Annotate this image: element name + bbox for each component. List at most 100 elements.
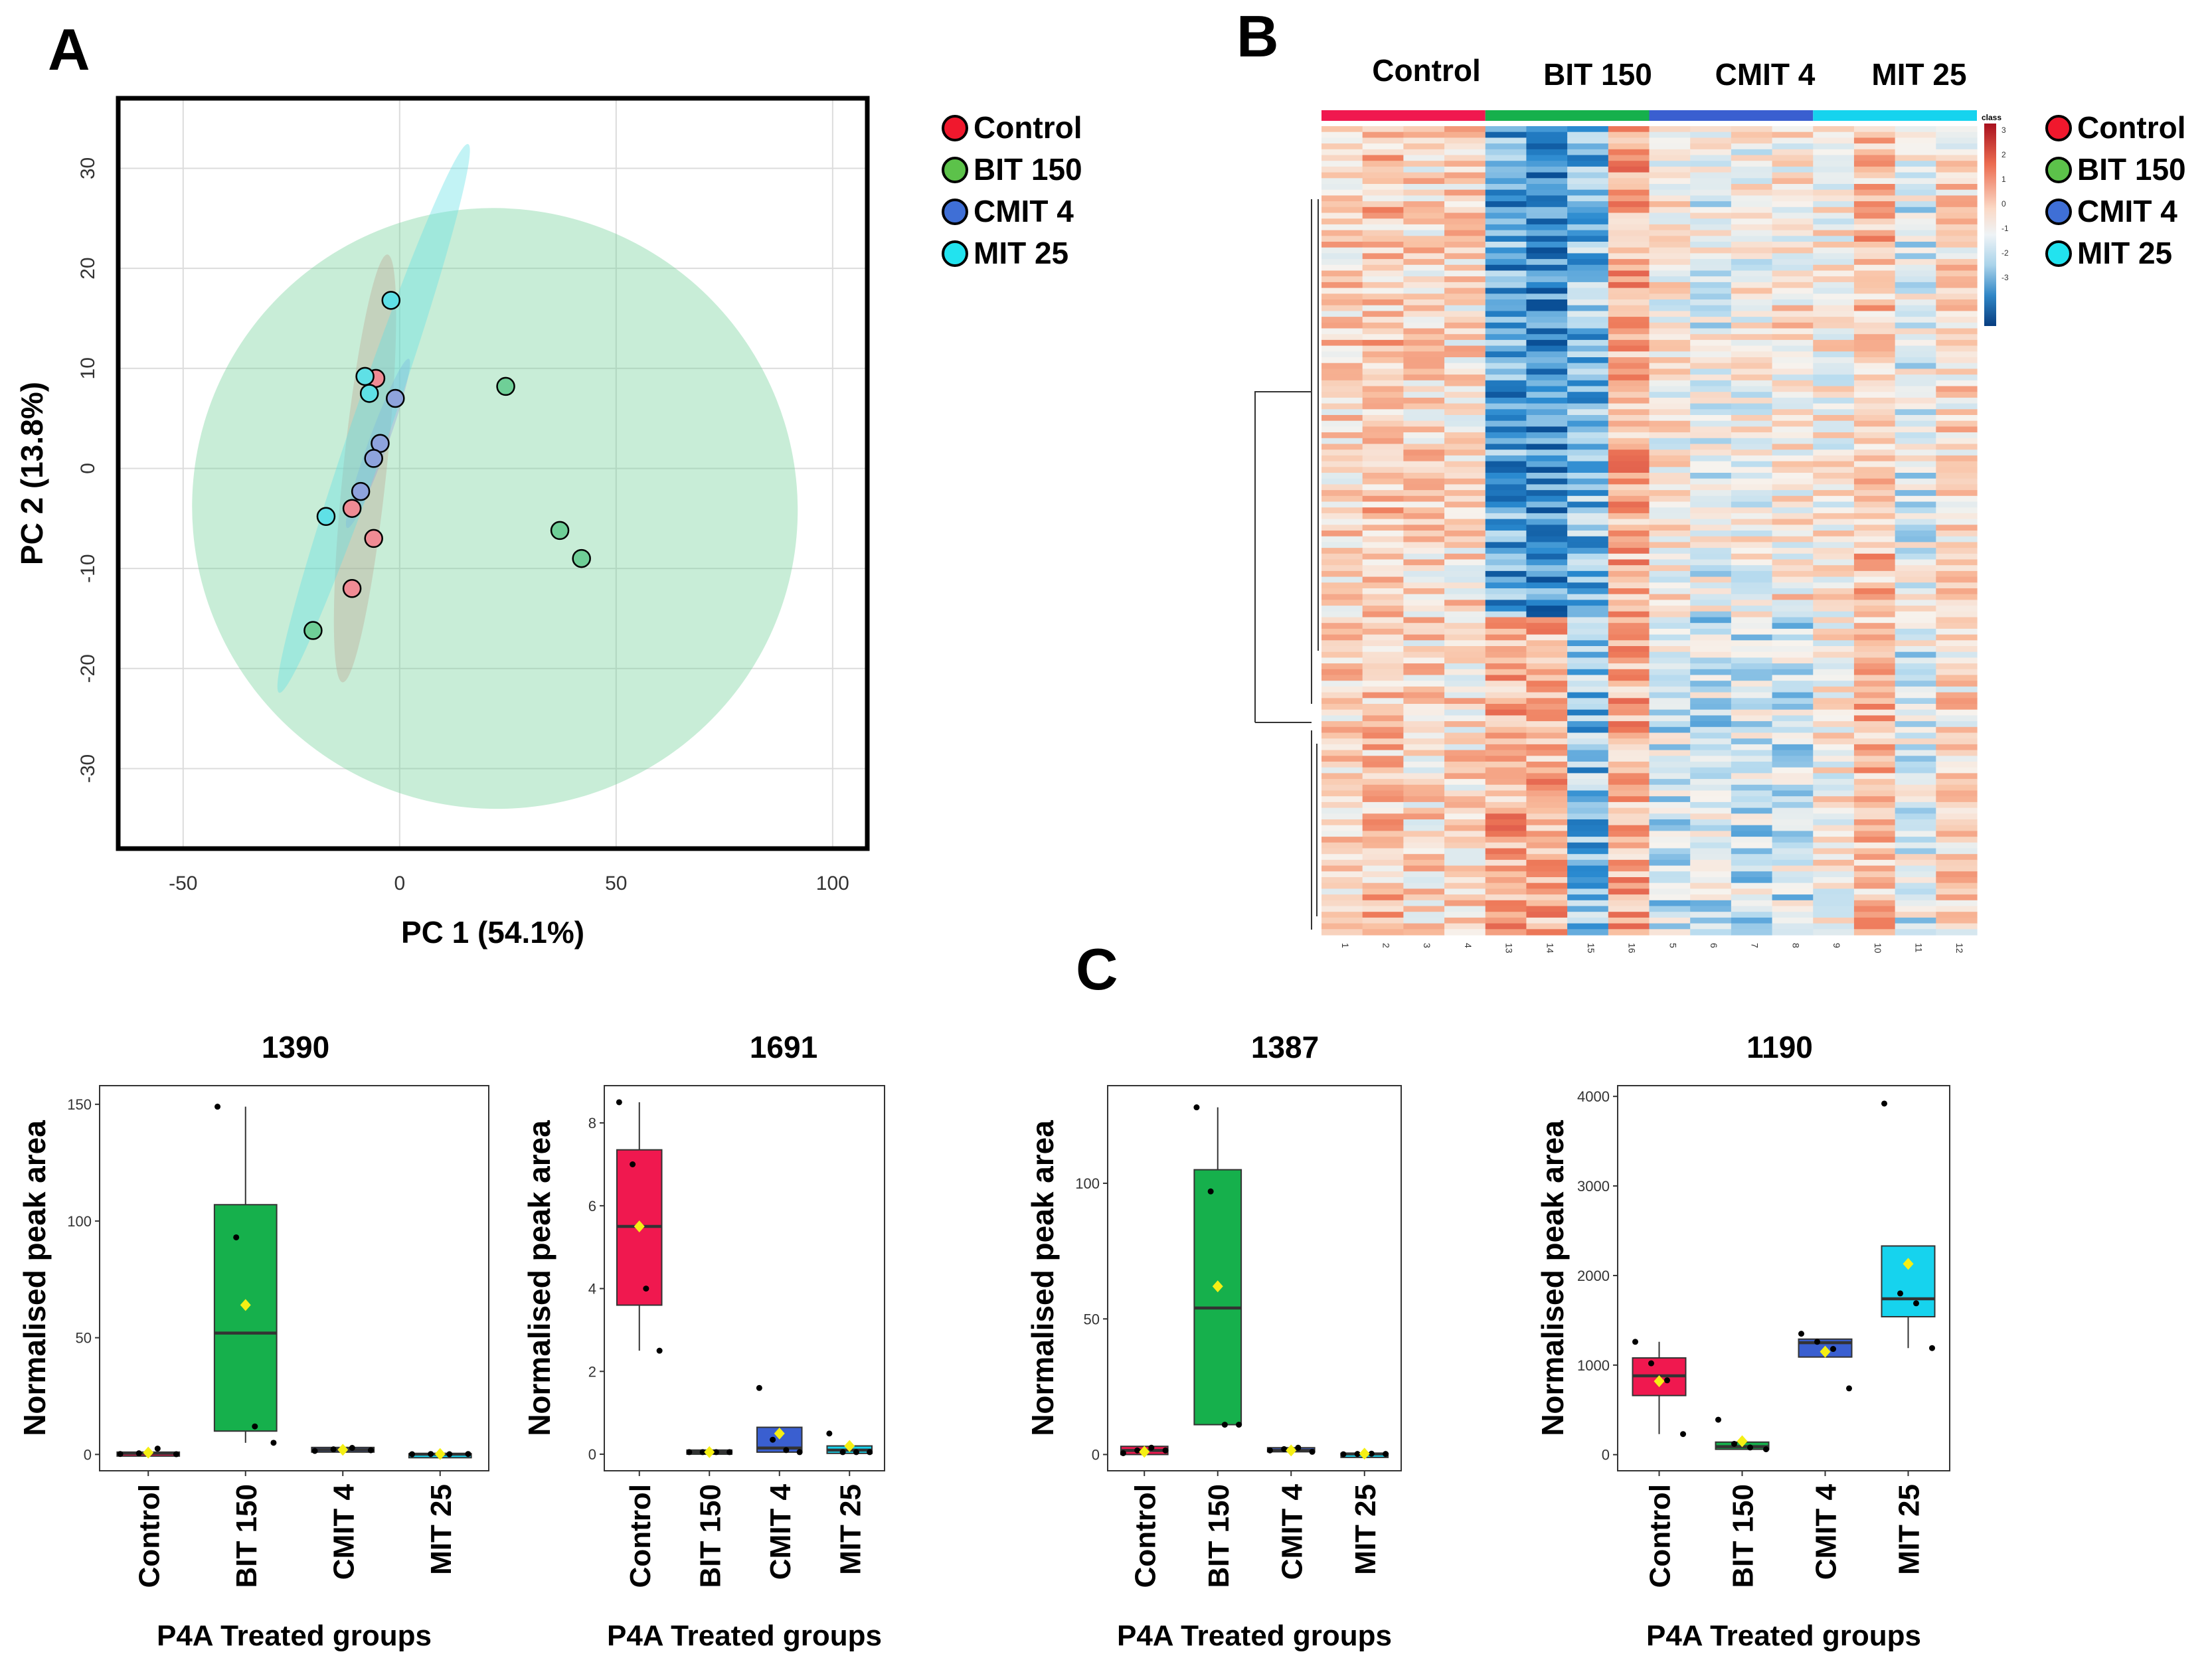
heatmap-cell bbox=[1403, 299, 1445, 306]
heatmap-cell bbox=[1731, 143, 1773, 150]
heatmap-cell bbox=[1444, 311, 1486, 317]
heatmap-cell bbox=[1853, 651, 1896, 658]
heatmap-cell bbox=[1403, 420, 1445, 427]
heatmap-cell bbox=[1362, 877, 1404, 884]
heatmap-cell bbox=[1444, 837, 1486, 843]
heatmap-cell bbox=[1321, 536, 1363, 542]
heatmap-cell bbox=[1895, 339, 1936, 347]
heatmap-cell bbox=[1813, 461, 1855, 467]
heatmap-cell bbox=[1690, 657, 1732, 664]
heatmap-cell bbox=[1649, 582, 1691, 589]
heatmap-cell bbox=[1690, 270, 1732, 277]
heatmap-cell bbox=[1362, 478, 1404, 485]
heatmap-cell bbox=[1690, 207, 1732, 214]
heatmap-cell bbox=[1772, 906, 1814, 912]
heatmap-cell bbox=[1362, 837, 1404, 843]
heatmap-cell bbox=[1567, 172, 1609, 179]
heatmap-cell bbox=[1444, 553, 1486, 560]
heatmap-cell bbox=[1936, 773, 1978, 780]
heatmap-cell bbox=[1813, 663, 1855, 670]
heatmap-cell bbox=[1608, 212, 1650, 219]
heatmap-class-bar-bit-150 bbox=[1485, 110, 1650, 121]
heatmap-cell bbox=[1690, 917, 1732, 924]
heatmap-cell bbox=[1444, 305, 1486, 311]
heatmap-cell bbox=[1608, 923, 1650, 930]
heatmap-cell bbox=[1772, 207, 1814, 214]
heatmap-cell bbox=[1731, 779, 1773, 786]
heatmap-cell bbox=[1936, 796, 1978, 803]
heatmap-cell bbox=[1526, 212, 1568, 219]
heatmap-cell bbox=[1403, 732, 1445, 739]
heatmap-cell bbox=[1608, 570, 1650, 578]
heatmap-cell bbox=[1362, 444, 1404, 450]
heatmap-cell bbox=[1731, 328, 1773, 335]
heatmap-cell bbox=[1485, 640, 1527, 647]
heatmap-cell bbox=[1567, 888, 1609, 895]
heatmap-cell bbox=[1649, 536, 1691, 542]
heatmap-cell bbox=[1731, 259, 1773, 266]
heatmap-cell bbox=[1895, 813, 1936, 820]
heatmap-cell bbox=[1608, 426, 1650, 433]
heatmap-cell bbox=[1895, 184, 1936, 191]
heatmap-cell bbox=[1690, 473, 1732, 479]
heatmap-cell bbox=[1690, 374, 1732, 381]
heatmap-cell bbox=[1936, 831, 1978, 837]
heatmap-cell bbox=[1403, 807, 1445, 814]
heatmap-cell bbox=[1485, 767, 1527, 774]
boxplot-mean-cmit-4 bbox=[1820, 1345, 1831, 1358]
heatmap-cell bbox=[1567, 663, 1609, 670]
heatmap-cell bbox=[1362, 484, 1404, 491]
heatmap-cell bbox=[1403, 576, 1445, 583]
heatmap-cell bbox=[1649, 490, 1691, 497]
heatmap-cell bbox=[1731, 686, 1773, 693]
heatmap-cell bbox=[1526, 432, 1568, 439]
heatmap-cell bbox=[1690, 704, 1732, 710]
heatmap-cell bbox=[1853, 143, 1896, 150]
heatmap-cell bbox=[1567, 570, 1609, 578]
heatmap-cell bbox=[1895, 819, 1936, 826]
heatmap-cell bbox=[1813, 426, 1855, 433]
heatmap-cell bbox=[1362, 657, 1404, 664]
heatmap-cell bbox=[1362, 195, 1404, 202]
heatmap-cell bbox=[1608, 813, 1650, 820]
heatmap-cell bbox=[1485, 178, 1527, 185]
heatmap-cell bbox=[1690, 663, 1732, 670]
heatmap-cell bbox=[1731, 276, 1773, 283]
heatmap-cell bbox=[1936, 478, 1978, 485]
heatmap-cell bbox=[1690, 582, 1732, 589]
heatmap-cell bbox=[1608, 351, 1650, 358]
heatmap-cell bbox=[1895, 698, 1936, 705]
heatmap-cell bbox=[1936, 611, 1978, 618]
heatmap-cell bbox=[1813, 726, 1855, 734]
heatmap-cell bbox=[1813, 917, 1855, 924]
heatmap-cell bbox=[1895, 929, 1936, 936]
heatmap-cell bbox=[1690, 912, 1732, 918]
heatmap-cell bbox=[1526, 634, 1568, 641]
heatmap-cell bbox=[1936, 882, 1978, 889]
heatmap-cell bbox=[1690, 305, 1732, 311]
heatmap-cell bbox=[1813, 854, 1855, 861]
heatmap-cell bbox=[1362, 455, 1404, 462]
heatmap-cell bbox=[1403, 328, 1445, 335]
heatmap-cell bbox=[1731, 236, 1773, 242]
heatmap-cell bbox=[1772, 513, 1814, 520]
heatmap-cell bbox=[1853, 617, 1896, 624]
heatmap-cell bbox=[1690, 322, 1732, 329]
heatmap-cell bbox=[1444, 738, 1486, 745]
heatmap-cell bbox=[1608, 409, 1650, 416]
heatmap-cell bbox=[1690, 253, 1732, 260]
heatmap-cell bbox=[1608, 675, 1650, 681]
heatmap-cell bbox=[1608, 519, 1650, 525]
heatmap-cell bbox=[1485, 276, 1527, 283]
heatmap-cell bbox=[1649, 444, 1691, 450]
heatmap-cell bbox=[1690, 247, 1732, 254]
heatmap-cell bbox=[1608, 871, 1650, 878]
heatmap-cell bbox=[1813, 681, 1855, 687]
heatmap-cell bbox=[1853, 501, 1896, 508]
heatmap-cell bbox=[1321, 218, 1363, 225]
boxplot-mean-bit-150 bbox=[240, 1299, 251, 1311]
heatmap-cell bbox=[1936, 565, 1978, 572]
heatmap-cell bbox=[1362, 825, 1404, 831]
heatmap-cell bbox=[1813, 715, 1855, 722]
heatmap-cell bbox=[1608, 369, 1650, 375]
